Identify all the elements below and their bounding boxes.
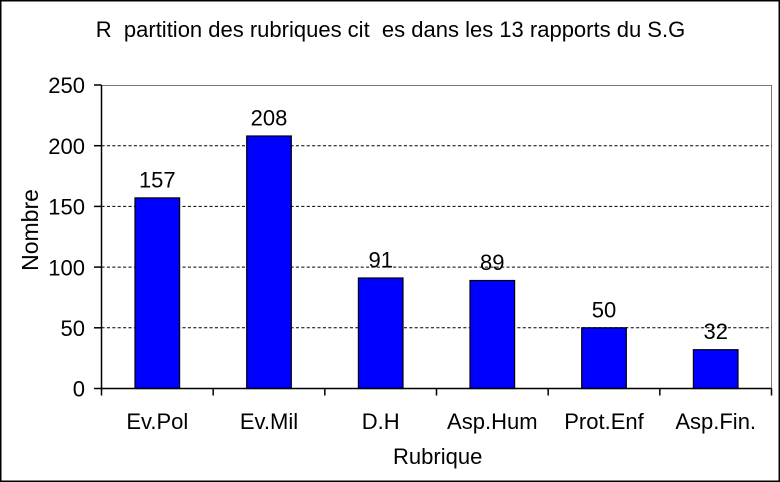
svg-text:89: 89 <box>480 250 504 275</box>
svg-text:50: 50 <box>61 316 85 341</box>
svg-text:0: 0 <box>73 377 85 402</box>
svg-text:208: 208 <box>251 106 288 131</box>
svg-text:100: 100 <box>48 255 85 280</box>
svg-text:Asp.Fin.: Asp.Fin. <box>675 409 756 434</box>
svg-text:Prot.Enf: Prot.Enf <box>564 409 644 434</box>
svg-text:Asp.Hum: Asp.Hum <box>447 409 537 434</box>
svg-text:Nombre: Nombre <box>17 189 43 271</box>
svg-text:Ev.Pol: Ev.Pol <box>126 409 188 434</box>
svg-text:250: 250 <box>48 73 85 98</box>
svg-text:R partition des rubriques cit: R partition des rubriques cit es dans le… <box>96 17 685 42</box>
svg-text:Ev.Mil: Ev.Mil <box>240 409 298 434</box>
svg-text:157: 157 <box>139 167 176 192</box>
svg-text:D.H: D.H <box>362 409 400 434</box>
svg-text:Rubrique: Rubrique <box>393 444 482 469</box>
svg-text:50: 50 <box>592 297 616 322</box>
svg-text:32: 32 <box>703 319 727 344</box>
svg-text:91: 91 <box>368 247 392 272</box>
svg-text:200: 200 <box>48 134 85 159</box>
svg-text:150: 150 <box>48 195 85 220</box>
